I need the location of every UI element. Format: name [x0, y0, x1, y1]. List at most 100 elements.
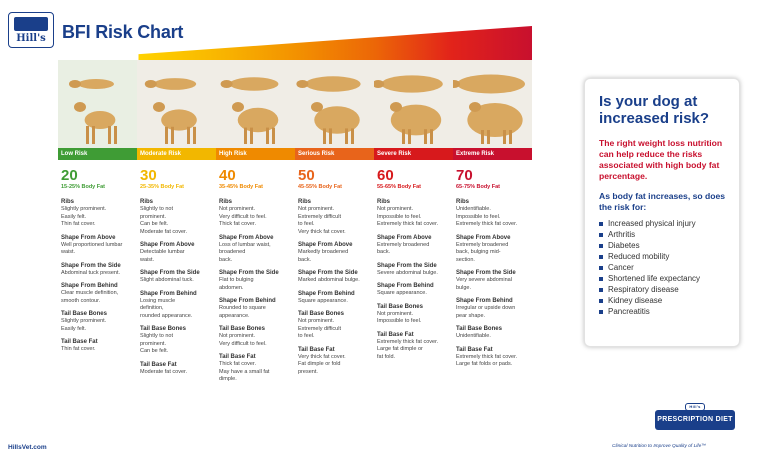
criteria-text: Flat to bulging abdomen. — [219, 277, 254, 291]
dog-illustration — [144, 78, 197, 144]
risk-gradient-wedge — [58, 26, 532, 60]
body-fat-range: 25-35% Body Fat — [140, 184, 185, 190]
prescription-diet-text: PRESCRIPTION DIET — [657, 416, 733, 423]
bfi-score: 60 — [377, 167, 394, 184]
dog-top-view — [305, 76, 361, 92]
criteria-heading: Ribs — [298, 199, 312, 205]
risk-gradient-band — [58, 26, 532, 60]
dog-photo — [58, 60, 137, 148]
dog-leg — [329, 128, 332, 144]
criteria-text: Not prominent. Very difficult to feel. — [219, 333, 267, 347]
dog-leg — [108, 126, 111, 144]
criteria-heading: Shape From Above — [456, 234, 511, 241]
criteria-text: Thin fat cover. — [61, 346, 96, 352]
dog-top-view — [229, 77, 279, 91]
dog-side-body — [237, 107, 279, 133]
dog-side-head — [232, 102, 244, 112]
criteria-text: Slightly to not prominent. Can be felt. — [140, 333, 174, 354]
footer-tagline: Clinical Nutrition to Improve Quality of… — [612, 444, 707, 449]
hills-logo-mark — [14, 17, 48, 31]
dog-illustration — [296, 76, 361, 144]
body-fat-range: 65-75% Body Fat — [456, 184, 501, 190]
criteria-text: Detectable lumbar waist. — [140, 249, 185, 263]
criteria-heading: Shape From the Side — [456, 270, 516, 276]
criteria-heading: Shape From Above — [219, 234, 274, 241]
dog-side-body — [84, 111, 116, 129]
dog-leg — [503, 130, 506, 144]
panel-question: Is your dog at increased risk? — [599, 93, 710, 127]
criteria-text: Thick fat cover. May have a small fat di… — [219, 361, 270, 382]
criteria-text: Not prominent. Impossible to feel. Extre… — [377, 206, 439, 227]
risk-list-item: Arthritis — [599, 229, 727, 240]
dog-leg — [345, 128, 348, 144]
criteria-text: Severe abdominal bulge. — [377, 269, 438, 276]
dog-illustration — [69, 79, 117, 144]
criteria-text: Markedly broadened back. — [298, 249, 349, 263]
criteria-text: Very thick fat cover. Fat dimple or fold… — [298, 353, 346, 375]
criteria-text: Unidentifiable. — [456, 333, 491, 339]
dog-leg — [165, 126, 168, 144]
dog-photo — [453, 60, 532, 148]
bfi-column: Moderate Risk 30 25-35% Body Fat Ribs Slight… — [137, 60, 216, 376]
criteria-heading: Shape From the Side — [219, 270, 279, 276]
criteria-heading: Tail Base Fat — [456, 346, 493, 353]
bfi-description: Ribs Not prominent. Extremely difficult t… — [295, 198, 374, 376]
criteria-heading: Shape From the Side — [298, 270, 358, 276]
bfi-column: High Risk 40 35-45% Body Fat Ribs Not promin… — [216, 60, 295, 384]
criteria-text: Losing muscle definition, rounded appear… — [140, 297, 193, 319]
criteria-heading: Tail Base Fat — [140, 361, 177, 368]
criteria-heading: Shape From Above — [61, 234, 116, 241]
dog-side-head — [153, 102, 165, 112]
criteria-heading: Shape From Behind — [61, 283, 118, 289]
body-fat-range: 45-55% Body Fat — [298, 184, 343, 190]
criteria-heading: Shape From Behind — [219, 298, 276, 304]
criteria-heading: Tail Base Bones — [219, 326, 265, 332]
dog-top-head — [69, 80, 81, 88]
criteria-text: Not prominent. Extremely difficult to fe… — [298, 318, 341, 339]
dog-top-view — [457, 74, 525, 94]
prescription-diet-hills: Hill's — [685, 403, 705, 411]
hills-logo-text: Hill's — [16, 33, 46, 44]
risk-label: Severe Risk — [374, 148, 453, 160]
criteria-text: Loss of lumbar waist, broadened back. — [219, 241, 271, 263]
prescription-diet-logo: Hill's PRESCRIPTION DIET — [655, 403, 735, 438]
criteria-heading: Shape From the Side — [377, 262, 437, 269]
risk-list-item: Respiratory disease — [599, 284, 727, 295]
bfi-column: Extreme Risk 70 65-75% Body Fat Ribs Unident… — [453, 60, 532, 369]
criteria-heading: Tail Base Bones — [456, 326, 502, 332]
dog-leg — [481, 130, 484, 144]
dog-top-head — [374, 80, 385, 88]
criteria-heading: Ribs — [219, 199, 233, 205]
dog-top-view — [153, 78, 197, 90]
footer-url[interactable]: HillsVet.com — [8, 444, 47, 451]
criteria-text: Slightly prominent. Easily felt. — [61, 318, 107, 332]
dog-leg — [430, 129, 433, 144]
risk-label: Serious Risk — [295, 148, 374, 160]
dog-side-head — [74, 102, 86, 112]
criteria-heading: Tail Base Bones — [140, 326, 186, 332]
bfi-column: Low Risk 20 15-25% Body Fat Ribs Slightly pr… — [58, 60, 137, 354]
dog-leg — [171, 126, 174, 144]
criteria-heading: Ribs — [377, 199, 391, 205]
dog-side-body — [390, 104, 442, 136]
risk-list-item: Increased physical injury — [599, 218, 727, 229]
dog-leg — [402, 129, 405, 144]
dog-top-head — [220, 80, 233, 88]
dog-leg — [250, 127, 253, 144]
criteria-text: Extremely thick fat cover. Large fat dim… — [377, 338, 439, 360]
dog-leg — [408, 129, 411, 144]
criteria-text: Square appearance. — [377, 290, 427, 296]
dog-leg — [193, 126, 196, 144]
dog-top-view — [78, 79, 114, 89]
dog-leg — [266, 127, 269, 144]
risk-label: Moderate Risk — [137, 148, 216, 160]
criteria-heading: Tail Base Fat — [377, 331, 414, 338]
dog-leg — [509, 130, 512, 144]
risk-list: Increased physical injury Arthritis Diab… — [599, 218, 727, 317]
dog-illustration — [453, 74, 525, 144]
criteria-heading: Shape From Behind — [298, 290, 355, 297]
bfi-description: Ribs Slightly prominent. Easily felt. Thi… — [58, 198, 137, 354]
dog-photo — [216, 60, 295, 148]
risk-list-item: Shortened life expectancy — [599, 273, 727, 284]
criteria-text: Extremely broadened back. — [377, 241, 430, 256]
